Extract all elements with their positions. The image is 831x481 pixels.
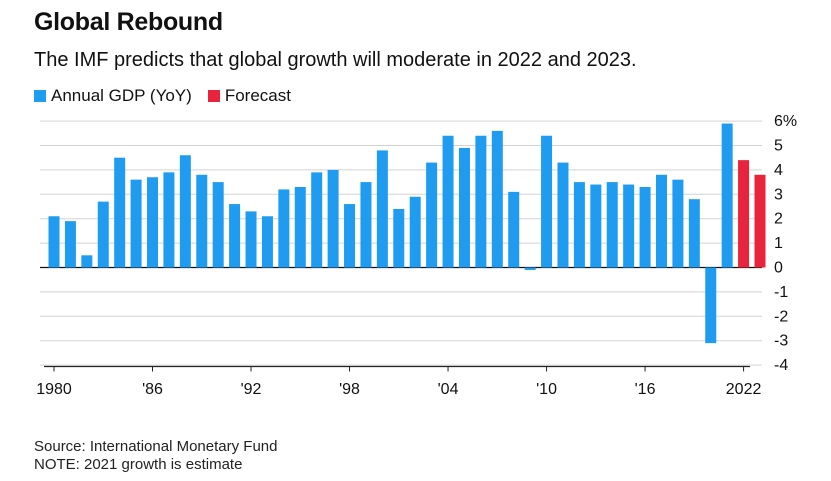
bar-actual <box>179 155 191 268</box>
legend-swatch-actual <box>34 90 46 102</box>
bar-actual <box>278 189 290 268</box>
y-tick-label: 5 <box>774 138 783 155</box>
bar-actual <box>245 211 257 268</box>
bar-actual <box>705 267 717 344</box>
bar-actual <box>212 182 224 268</box>
bar-actual <box>163 172 175 268</box>
bar-actual <box>623 184 635 268</box>
legend-item-actual: Annual GDP (YoY) <box>34 86 192 106</box>
legend: Annual GDP (YoY) Forecast <box>34 86 307 106</box>
x-tick-label: '92 <box>241 381 262 398</box>
y-tick-label: -4 <box>774 357 788 374</box>
bar-actual <box>97 201 109 268</box>
y-tick-label: -1 <box>774 284 788 301</box>
x-tick-label: '86 <box>142 381 163 398</box>
legend-label-forecast: Forecast <box>224 86 291 105</box>
legend-item-forecast: Forecast <box>207 86 291 106</box>
bar-actual <box>491 130 503 268</box>
bar-actual <box>294 186 306 268</box>
y-tick-label: -2 <box>774 308 788 325</box>
bar-actual <box>721 123 733 268</box>
x-tick-label: '04 <box>438 381 459 398</box>
bar-actual <box>508 191 520 268</box>
bar-actual <box>442 135 454 268</box>
bar-actual <box>426 162 438 268</box>
y-tick-label: -3 <box>774 333 788 350</box>
x-tick-label: '10 <box>536 381 557 398</box>
y-tick-label: 3 <box>774 186 783 203</box>
bar-forecast <box>738 160 750 268</box>
y-tick-label: 1 <box>774 235 783 252</box>
bar-actual <box>327 169 339 268</box>
source-note: Source: International Monetary Fund <box>34 438 278 455</box>
y-tick-label: 2 <box>774 211 783 228</box>
bar-actual <box>261 216 273 268</box>
chart-subtitle: The IMF predicts that global growth will… <box>34 49 637 71</box>
bar-actual <box>557 162 569 268</box>
bar-actual <box>655 174 667 268</box>
footer: Source: International Monetary Fund NOTE… <box>34 438 277 474</box>
bar-actual <box>475 135 487 268</box>
bar-actual <box>48 216 60 268</box>
x-tick-label: '98 <box>339 381 360 398</box>
estimate-note: NOTE: 2021 growth is estimate <box>34 456 243 473</box>
y-tick-label: 4 <box>774 162 783 179</box>
bar-actual <box>458 147 470 268</box>
x-tick-label: 1980 <box>36 381 72 398</box>
bar-actual <box>147 177 159 268</box>
bar-actual <box>573 182 585 268</box>
x-tick-label: '16 <box>635 381 656 398</box>
y-tick-label: 0 <box>774 260 783 277</box>
bar-actual <box>606 182 618 268</box>
bar-actual <box>639 186 651 268</box>
bar-actual <box>196 174 208 268</box>
bar-actual <box>590 184 602 268</box>
bar-actual <box>393 208 405 268</box>
bar-actual <box>114 157 126 268</box>
bar-actual <box>688 199 700 268</box>
bar-actual <box>344 204 356 268</box>
bar-actual <box>360 182 372 268</box>
bar-actual <box>409 196 421 268</box>
legend-label-actual: Annual GDP (YoY) <box>51 86 192 105</box>
bar-actual <box>376 150 388 268</box>
bar-actual <box>541 135 553 268</box>
legend-swatch-forecast <box>207 90 220 102</box>
bar-actual <box>524 267 536 270</box>
x-tick-label: 2022 <box>726 381 762 398</box>
y-tick-label: 6% <box>774 113 797 130</box>
bar-chart: -4 -3 -2 -1 0 1 2 3 4 5 6% 1980 '86 '92 '98 '04 '10 '16 20… <box>36 113 797 398</box>
bar-actual <box>130 179 142 268</box>
bar-actual <box>64 221 76 268</box>
bar-actual <box>672 179 684 268</box>
bar-actual <box>311 172 323 268</box>
bar-actual <box>81 255 93 268</box>
chart-title: Global Rebound <box>34 8 223 36</box>
bar-actual <box>229 204 241 268</box>
bar-forecast <box>754 174 766 268</box>
